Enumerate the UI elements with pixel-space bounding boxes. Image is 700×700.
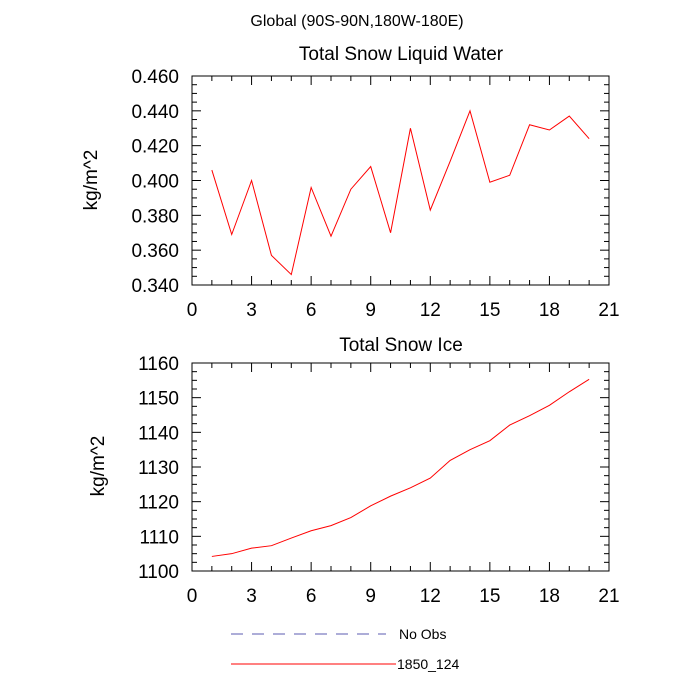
liquid-water-ytick-label: 0.460 xyxy=(131,67,179,88)
liquid-water-panel: Total Snow Liquid Water kg/m^2 0 3 6 9 12 15 1… xyxy=(81,44,620,321)
liquid-water-series-line xyxy=(211,109,590,276)
snow-ice-xtick-label: 6 xyxy=(306,586,317,607)
snow-ice-data-point xyxy=(528,414,530,416)
snow-ice-data-point xyxy=(211,555,213,557)
snow-ice-data-point xyxy=(290,537,292,539)
liquid-water-data-point xyxy=(330,235,332,237)
liquid-water-xtick-label: 9 xyxy=(365,300,376,321)
liquid-water-data-point xyxy=(290,273,292,275)
liquid-water-data-point xyxy=(270,254,272,256)
snow-ice-ytick-label: 1100 xyxy=(138,562,179,583)
snow-ice-ytick-label: 1150 xyxy=(138,389,179,410)
snow-ice-title: Total Snow Ice xyxy=(339,335,463,356)
liquid-water-xtick-label: 3 xyxy=(246,300,257,321)
liquid-water-ytick-label: 0.360 xyxy=(131,241,179,262)
snow-ice-data-point xyxy=(449,459,451,461)
liquid-water-data-point xyxy=(469,110,471,112)
liquid-water-data-point xyxy=(370,165,372,167)
liquid-water-ytick-label: 0.440 xyxy=(131,102,179,123)
liquid-water-xtick-label: 0 xyxy=(187,300,198,321)
liquid-water-data-point xyxy=(528,124,530,126)
snow-ice-data-point xyxy=(389,495,391,497)
snow-ice-xtick-label: 18 xyxy=(539,586,560,607)
liquid-water-data-point xyxy=(548,129,550,131)
liquid-water-data-point xyxy=(429,209,431,211)
liquid-water-title: Total Snow Liquid Water xyxy=(299,44,504,65)
snow-ice-series-line xyxy=(211,378,590,557)
liquid-water-ytick-label: 0.400 xyxy=(131,172,179,193)
liquid-water-xtick-label: 6 xyxy=(306,300,317,321)
snow-ice-data-point xyxy=(330,524,332,526)
liquid-water-data-point xyxy=(350,188,352,190)
liquid-water-ytick-label: 0.420 xyxy=(131,137,179,158)
snow-ice-ytick-label: 1130 xyxy=(138,458,179,479)
snow-ice-data-point xyxy=(509,424,511,426)
snow-ice-panel: Total Snow Ice kg/m^2 0 3 6 9 12 15 18 21 1100 11… xyxy=(88,335,620,607)
snow-ice-data-point xyxy=(429,477,431,479)
liquid-water-xtick-label: 15 xyxy=(479,300,500,321)
snow-ice-xtick-label: 9 xyxy=(365,586,376,607)
snow-ice-data-point xyxy=(270,544,272,546)
snow-ice-data-point xyxy=(469,448,471,450)
snow-ice-ytick-label: 1140 xyxy=(138,423,179,444)
liquid-water-ytick-label: 0.380 xyxy=(131,206,179,227)
snow-ice-xtick-label: 3 xyxy=(246,586,257,607)
legend: No Obs 1850_124 xyxy=(231,626,460,672)
snow-ice-ylabel: kg/m^2 xyxy=(88,436,109,497)
snow-ice-data-point xyxy=(548,404,550,406)
liquid-water-xtick-label: 21 xyxy=(598,300,619,321)
liquid-water-data-point xyxy=(409,127,411,129)
legend-label-no-obs: No Obs xyxy=(399,626,446,642)
snow-ice-ytick-label: 1120 xyxy=(138,493,179,514)
snow-ice-data-point xyxy=(310,530,312,532)
liquid-water-data-point xyxy=(588,138,590,140)
liquid-water-data-point xyxy=(568,115,570,117)
liquid-water-data-point xyxy=(211,169,213,171)
liquid-water-xtick-label: 12 xyxy=(420,300,441,321)
snow-ice-plot-frame xyxy=(191,362,610,572)
liquid-water-ylabel: kg/m^2 xyxy=(81,150,102,211)
liquid-water-data-point xyxy=(389,232,391,234)
liquid-water-xtick-label: 18 xyxy=(539,300,560,321)
liquid-water-data-point xyxy=(489,181,491,183)
snow-ice-data-point xyxy=(370,505,372,507)
snow-ice-data-point xyxy=(350,516,352,518)
snow-ice-data-point xyxy=(588,378,590,380)
liquid-water-ytick-label: 0.340 xyxy=(131,276,179,297)
snow-ice-data-point xyxy=(231,552,233,554)
liquid-water-data-point xyxy=(509,174,511,176)
snow-ice-ytick-label: 1160 xyxy=(138,354,179,375)
liquid-water-data-point xyxy=(231,233,233,235)
snow-ice-data-point xyxy=(489,439,491,441)
liquid-water-data-point xyxy=(250,179,252,181)
liquid-water-data-point xyxy=(310,186,312,188)
legend-label-1850-124: 1850_124 xyxy=(397,656,460,672)
snow-ice-xtick-label: 0 xyxy=(187,586,198,607)
snow-ice-xtick-label: 12 xyxy=(420,586,441,607)
snow-ice-xtick-label: 15 xyxy=(479,586,500,607)
snow-ice-ytick-label: 1110 xyxy=(140,527,179,548)
figure-suptitle: Global (90S-90N,180W-180E) xyxy=(250,13,463,30)
snow-ice-data-point xyxy=(409,487,411,489)
snow-ice-data-point xyxy=(250,547,252,549)
snow-ice-data-point xyxy=(568,391,570,393)
snow-ice-xtick-label: 21 xyxy=(598,586,619,607)
liquid-water-data-point xyxy=(449,160,451,162)
